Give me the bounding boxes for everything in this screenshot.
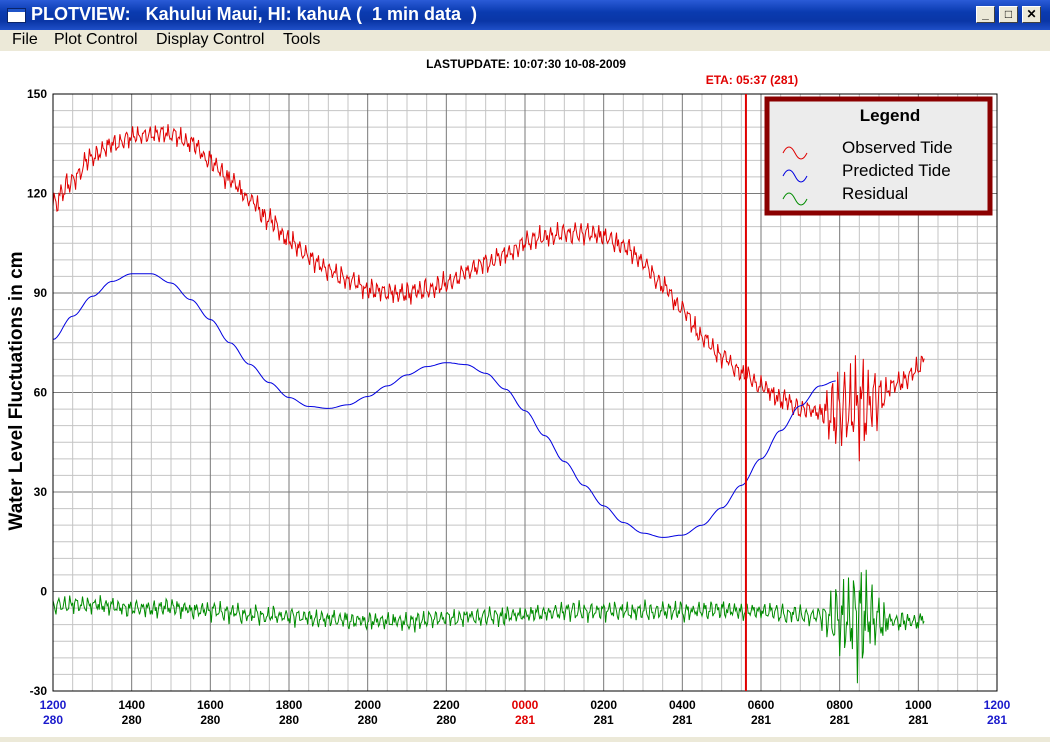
x-tick-day: 281 [830, 713, 850, 727]
legend-title: Legend [860, 106, 920, 125]
x-tick-day: 281 [672, 713, 692, 727]
legend-frame [764, 96, 993, 216]
x-tick-day: 281 [515, 713, 535, 727]
x-tick-day: 280 [43, 713, 63, 727]
window-title: PLOTVIEW: Kahului Maui, HI: kahuA ( 1 mi… [31, 4, 478, 24]
x-tick-day: 280 [200, 713, 220, 727]
x-tick-day: 280 [279, 713, 299, 727]
x-tick-day: 281 [594, 713, 614, 727]
menu-display-control[interactable]: Display Control [156, 31, 265, 48]
menu-plot-control[interactable]: Plot Control [54, 31, 138, 48]
legend-predicted-label: Predicted Tide [842, 161, 951, 180]
y-tick-label: 60 [34, 386, 48, 400]
legend-residual-label: Residual [842, 184, 908, 203]
y-tick-label: -30 [30, 684, 48, 698]
predicted-tide-line [52, 273, 836, 538]
eta-label: ETA: 05:37 (281) [706, 73, 798, 87]
x-tick-time: 0000 [512, 698, 539, 712]
x-tick-time: 2000 [354, 698, 381, 712]
residual-line [52, 569, 925, 684]
plot-frame [52, 93, 998, 692]
y-tick-label: 90 [34, 286, 48, 300]
x-tick-time: 1800 [276, 698, 303, 712]
legend-observed-label: Observed Tide [842, 138, 953, 157]
observed-tide-line [52, 124, 925, 462]
menu-tools[interactable]: Tools [283, 31, 321, 48]
x-tick-time: 1000 [905, 698, 932, 712]
menu-file[interactable]: File [12, 31, 38, 48]
y-tick-label: 150 [27, 87, 47, 101]
x-tick-time: 0600 [748, 698, 775, 712]
title-bar: PLOTVIEW: Kahului Maui, HI: kahuA ( 1 mi… [0, 0, 1050, 30]
x-tick-time: 1200 [40, 698, 67, 712]
minimize-button[interactable]: _ [976, 6, 995, 23]
x-tick-time: 2200 [433, 698, 460, 712]
y-tick-label: 30 [34, 485, 48, 499]
x-tick-day: 281 [987, 713, 1007, 727]
x-tick-time: 0400 [669, 698, 696, 712]
x-tick-time: 1600 [197, 698, 224, 712]
x-tick-day: 281 [751, 713, 771, 727]
x-tick-time: 1200 [984, 698, 1011, 712]
maximize-button[interactable]: □ [999, 6, 1018, 23]
x-tick-day: 281 [908, 713, 928, 727]
y-axis-label: Water Level Fluctuations in cm [6, 251, 27, 530]
x-tick-day: 280 [122, 713, 142, 727]
tide-chart: LASTUPDATE: 10:07:30 10-08-2009 150 120 90… [6, 57, 1011, 727]
app-icon [7, 8, 26, 23]
x-tick-time: 1400 [118, 698, 145, 712]
x-tick-day: 280 [358, 713, 378, 727]
legend-observed-swatch [782, 146, 808, 160]
x-tick-day: 280 [436, 713, 456, 727]
menu-bar: File Plot Control Display Control Tools [0, 30, 1050, 51]
legend-predicted-swatch [782, 169, 808, 183]
close-button[interactable]: ✕ [1022, 6, 1041, 23]
chart-grid [52, 93, 998, 692]
y-tick-label: 120 [27, 187, 47, 201]
x-tick-time: 0800 [826, 698, 853, 712]
x-tick-time: 0200 [590, 698, 617, 712]
last-update-label: LASTUPDATE: 10:07:30 10-08-2009 [426, 57, 626, 71]
plot-area: LASTUPDATE: 10:07:30 10-08-2009 150 120 90… [0, 51, 1050, 737]
legend-residual-swatch [782, 192, 808, 206]
axis-ticks: 1501209060300-30120028014002801600280180… [27, 87, 1011, 727]
chart-series [52, 124, 925, 684]
legend-box[interactable]: Legend Observed Tide Predicted Tide Resi… [764, 96, 993, 216]
y-tick-label: 0 [40, 585, 47, 599]
